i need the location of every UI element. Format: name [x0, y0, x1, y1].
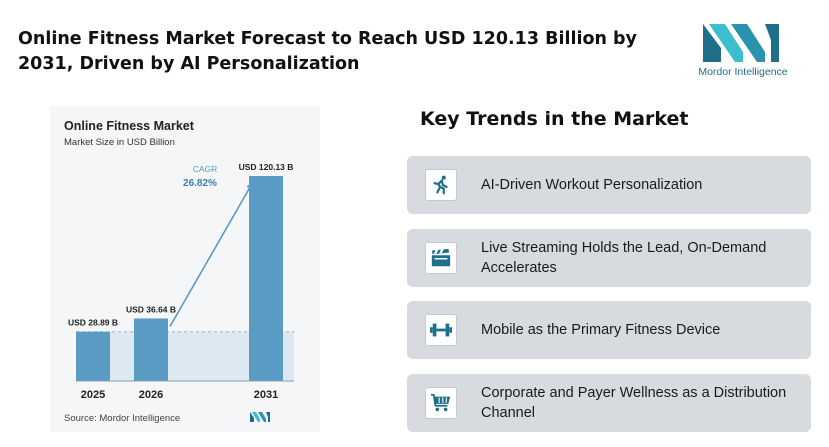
bar-2026: [134, 318, 168, 381]
cagr-value: 26.82%: [183, 178, 217, 189]
key-trends-title: Key Trends in the Market: [420, 108, 689, 130]
cagr-arrow-line: [169, 181, 254, 327]
page-headline: Online Fitness Market Forecast to Reach …: [18, 29, 637, 74]
market-size-chart: Online Fitness Market Market Size in USD…: [64, 119, 294, 424]
trend-label: Live Streaming Holds the Lead, On-Demand…: [481, 240, 767, 276]
trend-card-live-streaming: Live Streaming Holds the Lead, On-Demand…: [407, 229, 811, 287]
chart-title: Online Fitness Market: [64, 119, 195, 133]
trend-label: AI-Driven Workout Personalization: [481, 177, 703, 193]
trend-card-ai-personalization: AI-Driven Workout Personalization: [407, 156, 811, 214]
chart-subtitle: Market Size in USD Billion: [64, 137, 175, 148]
bar-data-label: USD 120.13 B: [239, 162, 294, 172]
logo-mark-icon: [703, 24, 779, 62]
source-logo-icon: [250, 412, 270, 422]
trend-card-corporate-wellness: Corporate and Payer Wellness as a Distri…: [407, 374, 811, 432]
trend-label: Mobile as the Primary Fitness Device: [481, 322, 721, 338]
trend-label: Corporate and Payer Wellness as a Distri…: [481, 385, 787, 421]
trend-card-mobile-device: Mobile as the Primary Fitness Device: [407, 301, 811, 359]
bar-data-label: USD 36.64 B: [126, 304, 176, 314]
cagr-arrow-head: [246, 182, 253, 190]
x-tick-label: 2025: [81, 389, 105, 401]
bar-data-label: USD 28.89 B: [68, 318, 118, 328]
chart-source: Source: Mordor Intelligence: [64, 413, 180, 424]
clapperboard-icon: [425, 242, 457, 274]
bar-2031: [249, 176, 283, 381]
x-tick-label: 2026: [139, 389, 163, 401]
mordor-intelligence-logo: Mordor Intelligence: [693, 18, 793, 80]
cagr-label: CAGR: [193, 164, 218, 174]
dumbbell-icon: [425, 314, 457, 346]
logo-brand-text: Mordor Intelligence: [698, 66, 788, 78]
running-person-icon: [425, 169, 457, 201]
shopping-cart-icon: [425, 387, 457, 419]
chart-panel: Online Fitness Market Market Size in USD…: [50, 106, 320, 432]
x-tick-label: 2031: [254, 389, 278, 401]
bar-2025: [76, 331, 110, 381]
